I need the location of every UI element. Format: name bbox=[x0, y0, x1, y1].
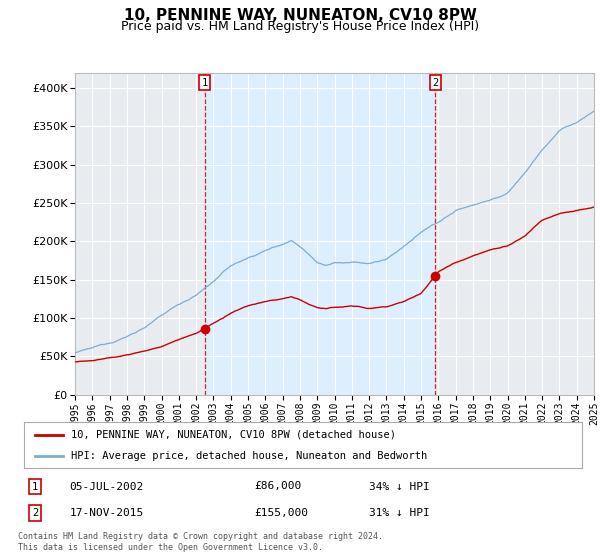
Text: 17-NOV-2015: 17-NOV-2015 bbox=[70, 508, 144, 518]
Text: £155,000: £155,000 bbox=[254, 508, 308, 518]
Text: 10, PENNINE WAY, NUNEATON, CV10 8PW (detached house): 10, PENNINE WAY, NUNEATON, CV10 8PW (det… bbox=[71, 430, 397, 440]
Text: 1: 1 bbox=[202, 78, 208, 87]
Text: 05-JUL-2002: 05-JUL-2002 bbox=[70, 482, 144, 492]
Text: £86,000: £86,000 bbox=[254, 482, 301, 492]
Text: 10, PENNINE WAY, NUNEATON, CV10 8PW: 10, PENNINE WAY, NUNEATON, CV10 8PW bbox=[124, 8, 476, 24]
Text: This data is licensed under the Open Government Licence v3.0.: This data is licensed under the Open Gov… bbox=[18, 543, 323, 552]
Text: 1: 1 bbox=[32, 482, 38, 492]
Text: Contains HM Land Registry data © Crown copyright and database right 2024.: Contains HM Land Registry data © Crown c… bbox=[18, 532, 383, 541]
Text: 2: 2 bbox=[432, 78, 439, 87]
Text: 2: 2 bbox=[32, 508, 38, 518]
Text: 34% ↓ HPI: 34% ↓ HPI bbox=[369, 482, 430, 492]
Text: 31% ↓ HPI: 31% ↓ HPI bbox=[369, 508, 430, 518]
Bar bbox=[205, 73, 436, 395]
Text: HPI: Average price, detached house, Nuneaton and Bedworth: HPI: Average price, detached house, Nune… bbox=[71, 451, 428, 461]
Text: Price paid vs. HM Land Registry's House Price Index (HPI): Price paid vs. HM Land Registry's House … bbox=[121, 20, 479, 32]
